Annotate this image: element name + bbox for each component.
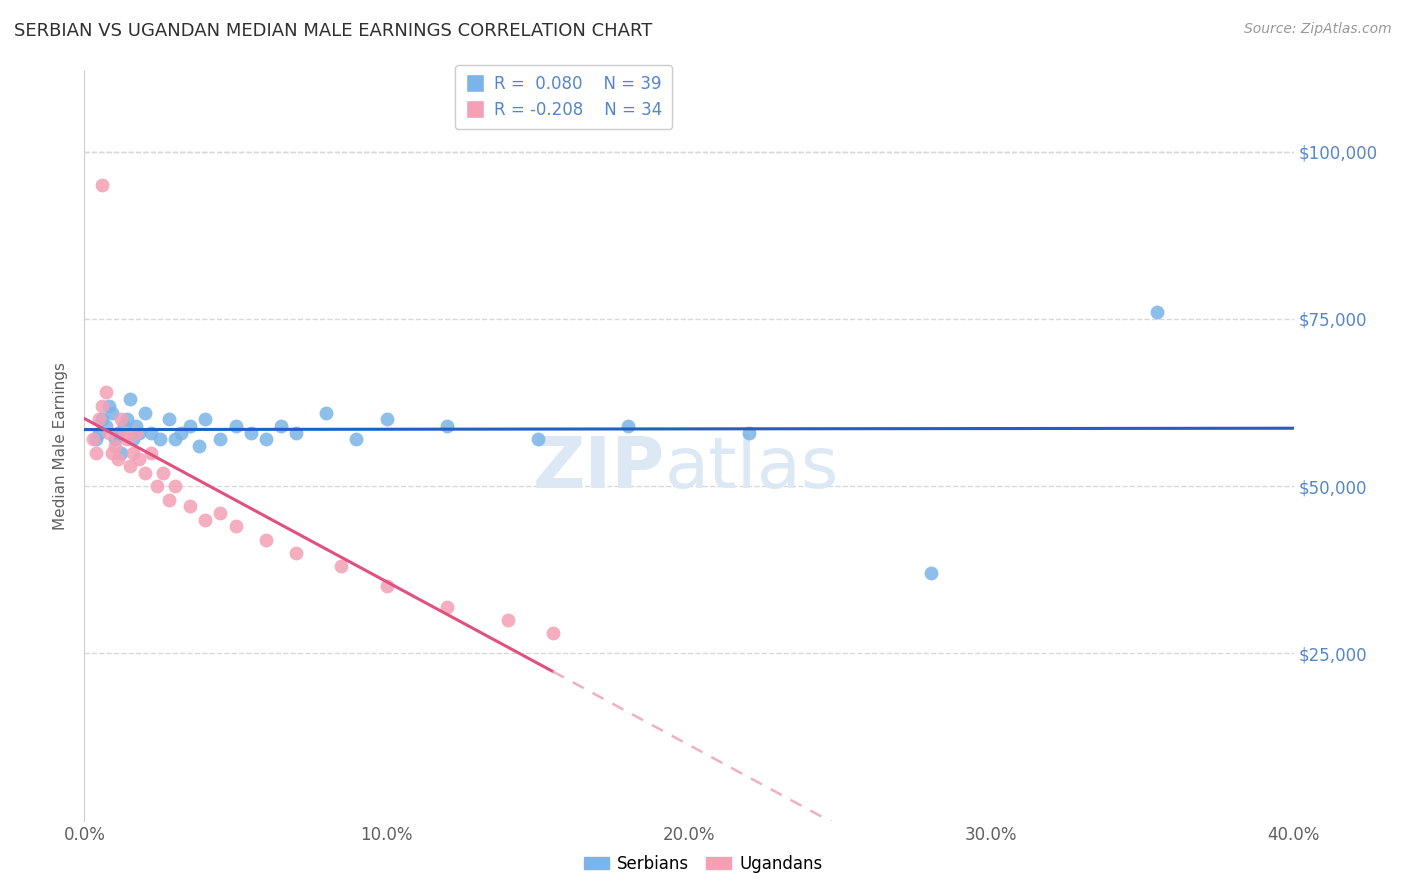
Point: [170, 425, 193, 440]
Point: [107, 452, 129, 467]
Point: [330, 559, 353, 574]
Point: [194, 412, 217, 426]
Point: [188, 439, 211, 453]
Point: [94, 385, 117, 400]
Legend: R =  0.080    N = 39, R = -0.208    N = 34: R = 0.080 N = 39, R = -0.208 N = 34: [456, 65, 672, 129]
Legend: Serbians, Ugandans: Serbians, Ugandans: [576, 848, 830, 880]
Point: [118, 392, 141, 407]
Point: [179, 500, 201, 514]
Point: [139, 425, 162, 440]
Point: [82, 433, 104, 447]
Point: [285, 425, 308, 440]
Point: [527, 433, 550, 447]
Point: [89, 425, 111, 440]
Point: [91, 399, 114, 413]
Text: atlas: atlas: [665, 434, 839, 503]
Point: [100, 405, 122, 420]
Text: ZIP: ZIP: [533, 434, 665, 503]
Point: [285, 546, 308, 560]
Point: [104, 433, 127, 447]
Point: [496, 613, 519, 627]
Point: [104, 439, 127, 453]
Point: [128, 452, 150, 467]
Point: [436, 599, 458, 614]
Point: [254, 533, 277, 547]
Point: [157, 492, 180, 507]
Point: [121, 446, 143, 460]
Point: [436, 419, 458, 434]
Point: [617, 419, 640, 434]
Y-axis label: Median Male Earnings: Median Male Earnings: [53, 362, 69, 530]
Point: [920, 566, 942, 581]
Point: [107, 425, 129, 440]
Text: Source: ZipAtlas.com: Source: ZipAtlas.com: [1244, 22, 1392, 37]
Point: [121, 433, 143, 447]
Point: [91, 178, 114, 192]
Point: [91, 412, 114, 426]
Point: [541, 626, 564, 640]
Point: [152, 466, 174, 480]
Point: [225, 519, 247, 533]
Point: [112, 419, 135, 434]
Point: [128, 425, 150, 440]
Point: [94, 419, 117, 434]
Point: [100, 446, 122, 460]
Point: [110, 446, 132, 460]
Point: [125, 419, 148, 434]
Point: [146, 479, 169, 493]
Point: [112, 425, 135, 440]
Point: [134, 405, 156, 420]
Point: [139, 446, 162, 460]
Point: [115, 412, 138, 426]
Point: [209, 433, 232, 447]
Point: [270, 419, 292, 434]
Point: [239, 425, 262, 440]
Point: [209, 506, 232, 520]
Point: [165, 433, 187, 447]
Point: [134, 466, 156, 480]
Point: [194, 512, 217, 526]
Point: [97, 399, 120, 413]
Point: [97, 425, 120, 440]
Point: [254, 433, 277, 447]
Point: [115, 433, 138, 447]
Point: [149, 433, 172, 447]
Point: [225, 419, 247, 434]
Point: [375, 580, 398, 594]
Point: [157, 412, 180, 426]
Point: [738, 425, 761, 440]
Point: [1146, 305, 1168, 319]
Point: [179, 419, 201, 434]
Point: [165, 479, 187, 493]
Point: [89, 412, 111, 426]
Text: SERBIAN VS UGANDAN MEDIAN MALE EARNINGS CORRELATION CHART: SERBIAN VS UGANDAN MEDIAN MALE EARNINGS …: [14, 22, 652, 40]
Point: [86, 446, 108, 460]
Point: [315, 405, 337, 420]
Point: [118, 458, 141, 473]
Point: [125, 425, 148, 440]
Point: [346, 433, 368, 447]
Point: [375, 412, 398, 426]
Point: [110, 412, 132, 426]
Point: [86, 433, 108, 447]
